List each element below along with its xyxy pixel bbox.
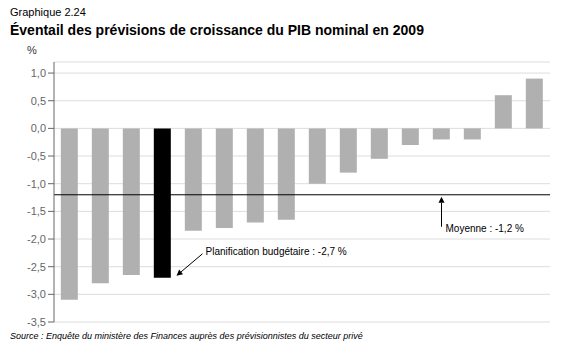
- svg-text:-1,5: -1,5: [27, 205, 46, 217]
- svg-text:0,0: 0,0: [31, 122, 46, 134]
- html-text:Éventail des prévisions de cro: Éventail des prévisions de croissance du…: [10, 22, 424, 38]
- svg-text:-1,0: -1,0: [27, 178, 46, 190]
- svg-text:-2,5: -2,5: [27, 261, 46, 273]
- svg-text:-2,0: -2,0: [27, 233, 46, 245]
- svg-text:-0,5: -0,5: [27, 150, 46, 162]
- svg-text:1,0: 1,0: [31, 67, 46, 79]
- svg-text:-3,0: -3,0: [27, 288, 46, 300]
- svg-text:Moyenne : -1,2 %: Moyenne : -1,2 %: [446, 223, 524, 234]
- html-text:Source : Enquête du ministère: Source : Enquête du ministère des Financ…: [10, 331, 363, 341]
- svg-text:Planification budgétaire : -2,: Planification budgétaire : -2,7 %: [206, 246, 347, 257]
- svg-text:0,5: 0,5: [31, 95, 46, 107]
- svg-text:-3,5: -3,5: [27, 316, 46, 328]
- html-text:Graphique 2.24: Graphique 2.24: [10, 6, 86, 18]
- svg-text:%: %: [27, 44, 37, 56]
